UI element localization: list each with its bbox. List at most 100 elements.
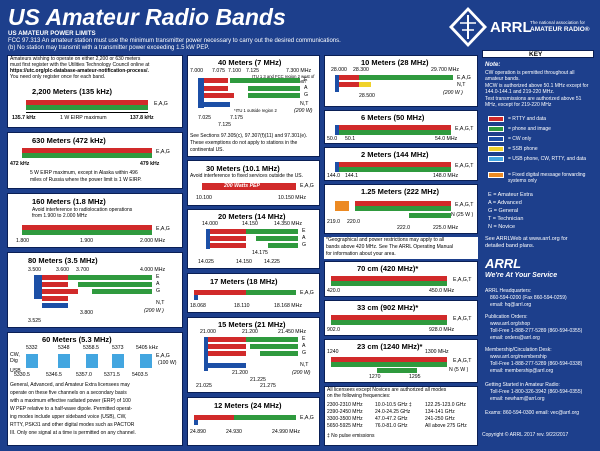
freq-label: 24.890 xyxy=(190,429,206,435)
arrl-subheading: We're At Your Service xyxy=(485,272,558,279)
data-segment xyxy=(202,183,296,190)
phone-segment xyxy=(339,167,451,172)
web-link[interactable]: See ARRLWeb at www.arrl.org for xyxy=(485,236,568,242)
band-note-link[interactable]: https://utc.org/plc-database-amateur-not… xyxy=(10,68,149,74)
license-class: A xyxy=(302,343,306,349)
freq-label: 50.0 xyxy=(327,136,338,142)
freq-label: 7.025 xyxy=(198,115,211,121)
key-heading: KEY xyxy=(529,51,543,58)
contact-email[interactable]: email: newham@arrl.org xyxy=(490,396,545,402)
data-segment xyxy=(204,86,228,91)
contact-line: Toll-Free 1-888-277-5289 (860-594-0338) xyxy=(490,361,583,367)
license-classes: E,A,G xyxy=(156,149,170,155)
band-panel-80m: 80 Meters (3.5 MHz) 3.500 3.600 3.700 4.… xyxy=(7,252,183,328)
cw-segment xyxy=(204,337,208,371)
freq-label: 1300 MHz xyxy=(425,349,449,355)
freq-label: 14.025 xyxy=(198,259,214,265)
phone-segment xyxy=(250,344,298,349)
data-segment xyxy=(42,289,78,294)
logo-sub: AMATEUR RADIO® xyxy=(530,26,590,33)
freq-label: 7.125 xyxy=(246,68,259,74)
data-segment xyxy=(339,125,451,130)
freq-label: 3.700 xyxy=(76,267,89,273)
freq-label: 1270 xyxy=(369,374,381,380)
contact-email[interactable]: email: hq@arrl.org xyxy=(490,302,532,308)
channel-freq: 5330.5 xyxy=(14,372,30,378)
phone-segment xyxy=(68,275,152,280)
license-class: G xyxy=(304,92,309,98)
license-class: G xyxy=(302,350,307,356)
band-note: General, Advanced, and Amateur Extra lic… xyxy=(10,382,130,388)
data-segment xyxy=(208,344,246,349)
phone-segment xyxy=(230,78,300,83)
channel-bar xyxy=(26,354,38,368)
contact-email[interactable]: email: membership@arrl.org xyxy=(490,368,554,374)
freq-label: 144.1 xyxy=(345,173,358,179)
legend-label: = RTTY and data xyxy=(508,116,547,122)
license-class: G xyxy=(302,242,307,248)
band-panel-125m: 1.25 Meters (222 MHz) E,A,G,T N (25 W ) … xyxy=(324,184,478,234)
license-class: N,T xyxy=(457,82,466,88)
freq-cell: 241-250 GHz xyxy=(425,416,455,422)
phone-segment xyxy=(78,282,152,287)
license-classes: E,A,G xyxy=(156,226,170,232)
band-note: See Sections 97.305(c), 97.307(f)(11) an… xyxy=(190,133,308,139)
band-title: 20 Meters (14 MHz) xyxy=(218,212,286,221)
freq-label: 450.0 MHz xyxy=(429,288,455,294)
legend-swatch-ssb xyxy=(488,146,504,152)
web-link: detailed band plans. xyxy=(485,243,535,249)
band-title: 70 cm (420 MHz)* xyxy=(357,264,419,273)
contact-link[interactable]: www.arrl.org/membership xyxy=(490,354,547,360)
freq-label: 21.025 xyxy=(196,383,212,389)
legend-swatch-fixed-digital xyxy=(488,172,504,178)
freq-label: 220.0 xyxy=(347,219,360,225)
contact-email[interactable]: email: orders@arrl.org xyxy=(490,335,540,341)
ssb-segment xyxy=(359,82,371,87)
band-note: continental US. xyxy=(190,147,224,153)
channel-freq: 5346.5 xyxy=(46,372,62,378)
band-note: Avoid interference to fixed services out… xyxy=(190,173,304,179)
freq-label: 24.930 xyxy=(226,429,242,435)
freq-label: 148.0 MHz xyxy=(433,173,459,179)
channel-freq: 5332 xyxy=(26,345,38,351)
license-classes: E,A,G xyxy=(300,415,314,421)
freq-cell: All above 275 GHz xyxy=(425,423,467,429)
freq-label: 3.525 xyxy=(28,318,41,324)
freq-label: 7.000 xyxy=(190,68,203,74)
legend-label: = USB phone, CW, RTTY, and data xyxy=(508,156,587,162)
arrl-logo[interactable]: ARRL The national association for AMATEU… xyxy=(448,6,593,48)
band-title: 23 cm (1240 MHz)* xyxy=(357,342,423,351)
cw-segment xyxy=(194,420,198,425)
band-title: 160 Meters (1.8 MHz) xyxy=(32,197,106,206)
band-panel-70cm: 70 cm (420 MHz)* E,A,G,T 420.0 450.0 MHz xyxy=(324,261,478,297)
band-note: Avoid interference to radiolocation oper… xyxy=(32,207,133,213)
logo-tagline: The national association for xyxy=(530,20,586,25)
data-segment xyxy=(331,315,447,320)
contact-line: Getting Started in Amateur Radio: xyxy=(485,382,560,388)
footnote: ‡ No pulse emissions xyxy=(327,433,375,439)
freq-label: 21.200 xyxy=(242,329,258,335)
contact-line: ARRL Headquarters: xyxy=(485,288,532,294)
contact-line: Toll-Free 1-888-277-5289 (860-594-0355) xyxy=(490,328,583,334)
freq-label: 14.150 xyxy=(242,221,258,227)
cw-segment xyxy=(42,303,68,308)
band-panel-30m: 30 Meters (10.1 MHz) Avoid interference … xyxy=(187,160,320,206)
freq-cell: 2390-2450 MHz xyxy=(327,409,363,415)
contact-link[interactable]: www.arrl.org/shop xyxy=(490,321,531,327)
data-segment xyxy=(208,351,246,356)
channel-freq: 5403.5 xyxy=(132,372,148,378)
phone-segment xyxy=(26,105,148,110)
cw-segment xyxy=(335,125,339,135)
channel-freq: 5358.5 xyxy=(83,345,99,351)
key-header: KEY xyxy=(482,50,594,58)
band-title: 2,200 Meters (135 kHz) xyxy=(32,87,113,96)
region-note: *ITU 1 outside region 2 xyxy=(234,108,277,113)
class-label: N = Novice xyxy=(488,224,516,230)
license-class: N,T xyxy=(300,101,309,107)
legend-swatch-phone xyxy=(488,126,504,132)
class-label: A = Advanced xyxy=(488,200,522,206)
data-segment xyxy=(22,225,152,230)
channel-bar xyxy=(58,354,70,368)
freq-label: 3.800 xyxy=(80,310,93,316)
license-class: E xyxy=(156,274,160,280)
